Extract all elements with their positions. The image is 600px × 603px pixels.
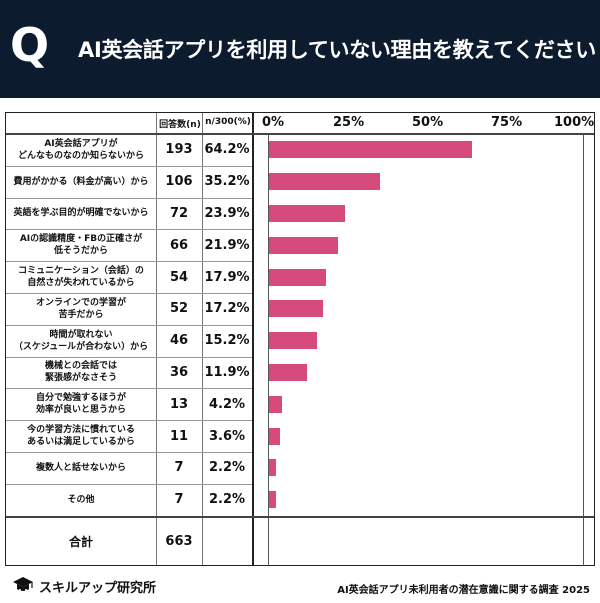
results-table: 回答数(n) n/300(%) 合計 663 0% 25% 50% 75% 100% AI…	[5, 112, 595, 566]
header-divider	[6, 133, 594, 135]
bar	[269, 459, 276, 477]
survey-source-note: AI英会話アプリ未利用者の潜在意識に関する調査 2025	[337, 585, 590, 596]
row-percent-value: 11.9%	[204, 364, 250, 380]
percent-column-header: n/300(%)	[205, 117, 251, 127]
x-tick-label: 50%	[412, 115, 444, 130]
bar	[269, 300, 324, 318]
total-divider	[6, 516, 594, 518]
row-category-label: 自分で勉強するほうが 効率が良いと思うから	[35, 393, 126, 416]
column-divider	[156, 113, 157, 565]
row-category-label: 今の学習方法に慣れている あるいは満足しているから	[27, 425, 135, 448]
row-count-value: 54	[169, 269, 189, 285]
count-column-header: 回答数(n)	[159, 120, 201, 130]
total-label: 合計	[68, 534, 93, 549]
row-divider	[6, 261, 252, 263]
row-percent-value: 21.9%	[204, 237, 250, 253]
row-count-value: 7	[174, 460, 184, 476]
row-divider	[6, 324, 252, 326]
row-divider	[6, 229, 252, 231]
q-mark: Q	[10, 18, 50, 72]
row-count-value: 52	[169, 301, 189, 317]
row-count-value: 46	[169, 333, 189, 349]
header-banner: Q AI英会話アプリを利用していない理由を教えてください	[0, 0, 600, 98]
x-tick-label: 25%	[333, 115, 365, 130]
row-category-label: 機械との会話では 緊張感がなさそう	[44, 361, 117, 384]
column-divider	[252, 113, 254, 565]
page-title: AI英会話アプリを利用していない理由を教えてください	[78, 38, 596, 62]
row-category-label: AIの認識精度・FBの正確さが 低そうだから	[19, 234, 143, 257]
row-count-value: 193	[165, 142, 193, 158]
row-divider	[6, 483, 252, 485]
row-divider	[6, 165, 252, 167]
brand-logo: スキルアップ研究所	[12, 576, 156, 596]
row-percent-value: 17.9%	[204, 269, 250, 285]
row-percent-value: 35.2%	[204, 174, 250, 190]
row-divider	[6, 388, 252, 390]
bar	[269, 205, 345, 222]
bar	[269, 332, 318, 350]
x-tick-label: 0%	[262, 115, 285, 130]
row-divider	[6, 420, 252, 422]
bar	[269, 173, 381, 191]
bar	[269, 141, 472, 159]
row-category-label: オンラインでの学習が 苦手だから	[35, 297, 126, 320]
chart-plot-frame	[268, 134, 584, 566]
row-percent-value: 2.2%	[208, 492, 246, 508]
row-count-value: 66	[169, 237, 189, 253]
bar	[269, 427, 281, 445]
row-count-value: 7	[174, 492, 184, 508]
bar	[269, 268, 326, 286]
row-divider	[6, 452, 252, 453]
row-count-value: 11	[169, 428, 189, 444]
row-count-value: 72	[169, 205, 189, 221]
row-percent-value: 23.9%	[204, 205, 250, 221]
brand-name: スキルアップ研究所	[39, 580, 157, 596]
row-divider	[6, 293, 252, 294]
column-divider	[202, 113, 203, 565]
row-category-label: その他	[67, 494, 95, 505]
bar	[269, 236, 339, 254]
row-percent-value: 64.2%	[204, 142, 250, 158]
row-divider	[6, 197, 252, 199]
row-percent-value: 3.6%	[208, 428, 246, 444]
graduation-cap-icon	[13, 577, 33, 591]
row-percent-value: 4.2%	[208, 396, 246, 412]
row-count-value: 36	[169, 364, 189, 380]
row-category-label: AI英会話アプリが どんなものなのか知らないから	[17, 138, 144, 161]
row-category-label: 英語を学ぶ目的が明確でないから	[13, 208, 149, 219]
bar	[269, 491, 276, 509]
row-percent-value: 17.2%	[204, 301, 250, 317]
row-category-label: 複数人と話せないから	[35, 462, 126, 473]
total-value: 663	[165, 533, 193, 549]
row-percent-value: 15.2%	[204, 333, 250, 349]
row-category-label: 費用がかかる（料金が高い）から	[13, 176, 149, 187]
row-count-value: 106	[165, 174, 193, 190]
x-tick-label: 75%	[491, 115, 523, 130]
row-percent-value: 2.2%	[208, 460, 246, 476]
bar-chart-area	[254, 134, 594, 566]
row-category-label: 時間が取れない （スケジュールが合わない）から	[13, 329, 149, 352]
row-count-value: 13	[169, 396, 189, 412]
row-category-label: コミュニケーション（会話）の 自然さが失われているから	[18, 266, 144, 289]
row-divider	[6, 356, 252, 358]
bar	[269, 395, 283, 413]
x-tick-label: 100%	[554, 115, 595, 130]
bar	[269, 364, 307, 381]
